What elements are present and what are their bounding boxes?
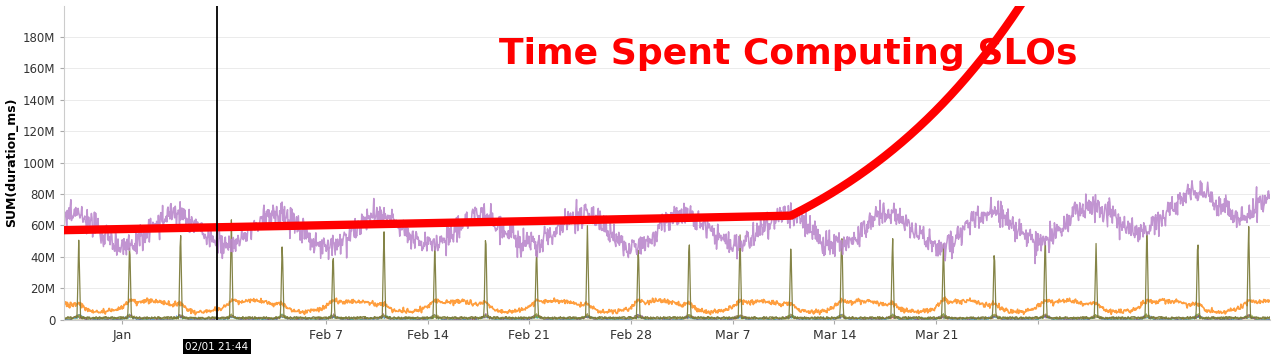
Text: 02/01 21:44: 02/01 21:44 — [185, 342, 249, 352]
Y-axis label: SUM(duration_ms): SUM(duration_ms) — [5, 98, 19, 227]
Text: Time Spent Computing SLOs: Time Spent Computing SLOs — [499, 37, 1077, 71]
